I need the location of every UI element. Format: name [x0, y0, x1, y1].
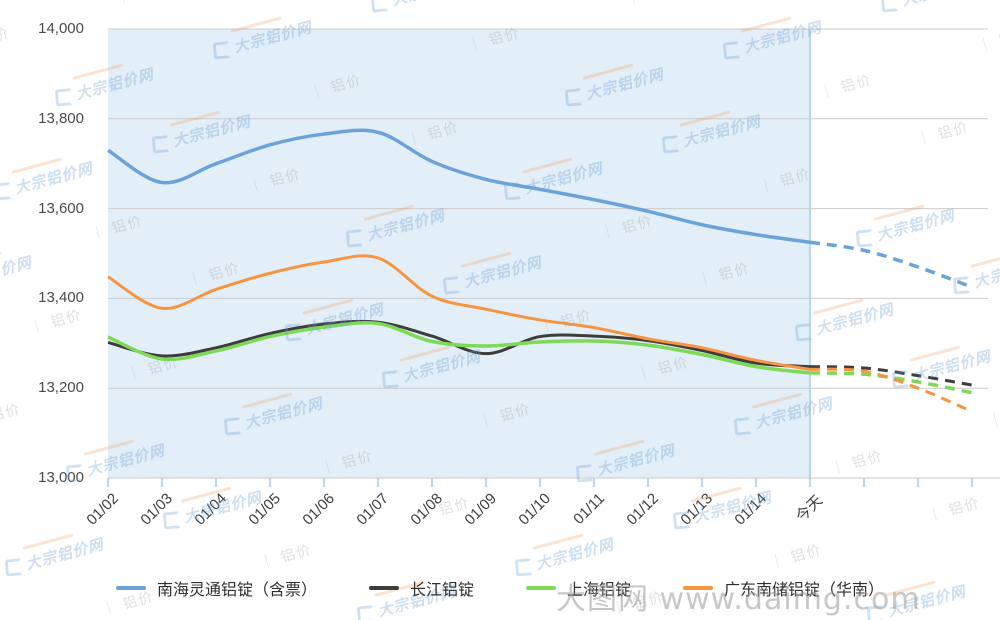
- series-line-solid-2: [107, 321, 811, 375]
- legend-swatch: [368, 586, 399, 590]
- legend-item-0[interactable]: 南海灵通铝锭（含票）: [115, 576, 317, 600]
- legend-item-2[interactable]: 上海铝锭: [526, 576, 631, 600]
- legend-swatch: [526, 586, 556, 590]
- legend-item-3[interactable]: 广东南储铝锭（华南）: [683, 576, 884, 600]
- legend-label: 上海铝锭: [567, 582, 632, 599]
- legend-item-1[interactable]: 长江铝锭: [368, 576, 474, 600]
- series-line-solid-0: [107, 128, 811, 245]
- legend-swatch: [683, 586, 714, 590]
- series-line-forecast-3: [809, 367, 973, 413]
- legend-label: 长江铝锭: [409, 582, 474, 599]
- series-line-solid-3: [107, 254, 811, 371]
- legend-label: 南海灵通铝锭（含票）: [156, 582, 317, 599]
- y-axis-label: 14,000: [38, 20, 84, 37]
- y-axis-label: 13,800: [38, 109, 84, 127]
- y-axis-label: 13,000: [38, 469, 84, 486]
- y-axis-label: 13,600: [38, 199, 84, 217]
- series-line-forecast-2: [809, 371, 973, 395]
- legend-label: 广东南储铝锭（华南）: [724, 582, 885, 599]
- chart-legend: 南海灵通铝锭（含票） 长江铝锭 上海铝锭 广东南储铝锭（华南）: [0, 576, 1000, 600]
- series-line-forecast-0: [809, 240, 973, 289]
- legend-swatch: [115, 586, 146, 590]
- y-axis-label: 13,200: [38, 379, 84, 397]
- y-axis-label: 13,400: [38, 289, 84, 307]
- history-band: [108, 29, 810, 478]
- series-line-solid-1: [107, 319, 811, 369]
- series-line-forecast-1: [809, 365, 973, 387]
